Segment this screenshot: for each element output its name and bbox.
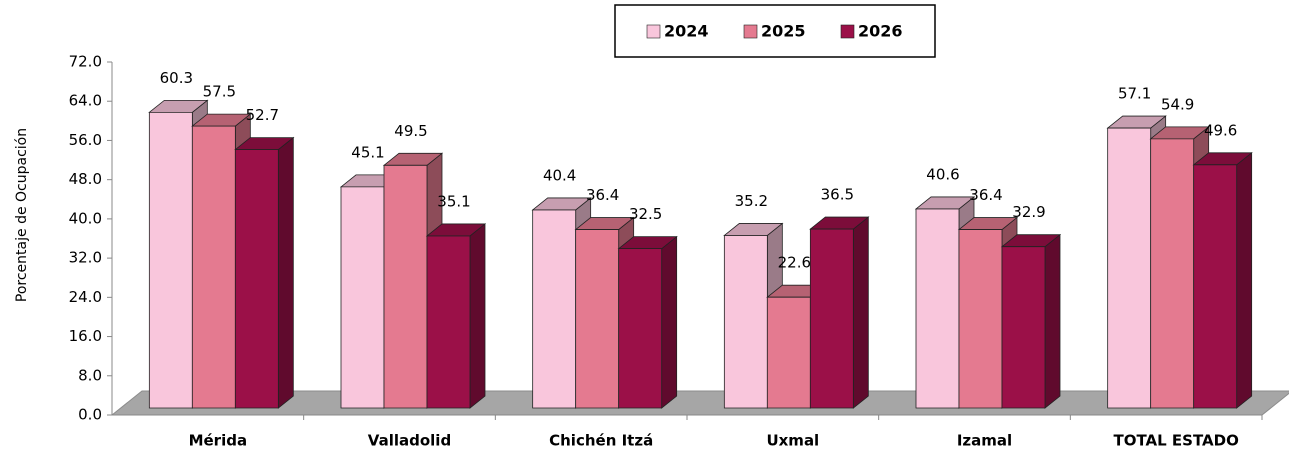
legend-label: 2026 bbox=[858, 22, 903, 41]
value-label: 35.2 bbox=[735, 192, 768, 210]
x-tick-label: Uxmal bbox=[766, 432, 819, 450]
value-label: 57.1 bbox=[1118, 85, 1151, 103]
bar-front bbox=[618, 248, 663, 409]
y-tick-label: 16.0 bbox=[69, 327, 102, 345]
bar-side bbox=[1044, 233, 1061, 409]
bar-front bbox=[1001, 246, 1046, 409]
value-label: 32.5 bbox=[629, 205, 662, 223]
bar bbox=[1000, 233, 1062, 409]
bar-side bbox=[661, 235, 678, 409]
value-label: 49.6 bbox=[1204, 121, 1237, 139]
legend-label: 2025 bbox=[761, 22, 806, 41]
bar bbox=[1192, 151, 1253, 409]
bar-front bbox=[148, 111, 193, 409]
bar-side bbox=[1236, 151, 1253, 409]
bar bbox=[809, 216, 870, 409]
value-label: 45.1 bbox=[351, 143, 384, 161]
legend-swatch bbox=[840, 24, 855, 39]
bar-front bbox=[191, 125, 236, 409]
value-label: 49.5 bbox=[394, 122, 427, 140]
bar-front bbox=[575, 229, 620, 409]
bar-side bbox=[852, 216, 869, 409]
value-label: 52.7 bbox=[246, 106, 279, 124]
x-tick-label: Izamal bbox=[957, 432, 1012, 450]
bar-front bbox=[915, 208, 960, 409]
bar-front bbox=[426, 235, 471, 409]
y-tick-label: 64.0 bbox=[69, 92, 102, 110]
bar-front bbox=[234, 149, 279, 409]
y-tick-label: 48.0 bbox=[69, 170, 102, 188]
bar-front bbox=[1150, 138, 1195, 409]
legend-swatch bbox=[743, 24, 758, 39]
bar bbox=[425, 223, 487, 409]
y-tick-label: 56.0 bbox=[69, 131, 102, 149]
y-tick-label: 24.0 bbox=[69, 288, 102, 306]
value-label: 60.3 bbox=[160, 69, 193, 87]
y-tick-label: 0.0 bbox=[78, 406, 102, 424]
bar-side bbox=[469, 223, 486, 409]
bar-front bbox=[723, 235, 768, 409]
y-axis-title: Porcentaje de Ocupación bbox=[14, 128, 30, 302]
y-tick-label: 8.0 bbox=[78, 366, 102, 384]
y-tick-label: 32.0 bbox=[69, 249, 102, 267]
value-label: 40.6 bbox=[926, 165, 959, 183]
value-label: 32.9 bbox=[1012, 203, 1045, 221]
value-label: 36.4 bbox=[586, 186, 619, 204]
x-tick-label: Chichén Itzá bbox=[549, 432, 653, 450]
value-label: 40.4 bbox=[543, 166, 576, 184]
bar-front bbox=[383, 164, 428, 409]
value-label: 36.4 bbox=[969, 186, 1002, 204]
value-label: 54.9 bbox=[1161, 95, 1194, 113]
bar-side bbox=[277, 136, 294, 409]
bar-front bbox=[340, 186, 385, 409]
value-label: 35.1 bbox=[437, 192, 470, 210]
value-label: 36.5 bbox=[821, 186, 854, 204]
legend-swatch bbox=[646, 24, 661, 39]
bar bbox=[234, 136, 295, 409]
legend-label: 2024 bbox=[664, 22, 709, 41]
legend-box bbox=[614, 4, 936, 58]
value-label: 57.5 bbox=[203, 83, 236, 101]
bar bbox=[617, 235, 678, 409]
x-tick-label: Mérida bbox=[189, 432, 248, 450]
bar-front bbox=[766, 296, 811, 409]
value-label: 22.6 bbox=[778, 254, 811, 272]
x-tick-label: Valladolid bbox=[368, 432, 451, 450]
bar-front bbox=[532, 209, 577, 409]
x-tick-label: TOTAL ESTADO bbox=[1113, 432, 1238, 450]
y-tick-label: 72.0 bbox=[69, 53, 102, 71]
bar-front bbox=[1193, 164, 1238, 409]
bar-front bbox=[809, 228, 854, 409]
bar-front bbox=[958, 229, 1003, 409]
bar-front bbox=[1107, 127, 1152, 409]
y-tick-label: 40.0 bbox=[69, 209, 102, 227]
